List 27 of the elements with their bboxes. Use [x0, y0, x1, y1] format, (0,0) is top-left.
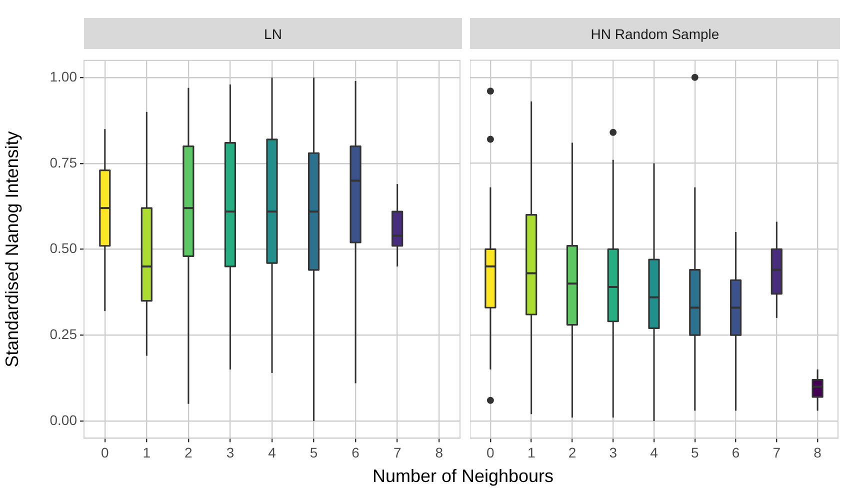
x-tick-label: 6 — [732, 444, 740, 460]
x-tick-label: 6 — [352, 444, 360, 460]
x-tick-label: 7 — [393, 444, 402, 460]
chart-title: HN Random Sample — [470, 18, 840, 49]
y-tick-label: 0.75 — [50, 154, 78, 170]
x-tick-label: 0 — [100, 444, 109, 460]
y-tick-label: 1.00 — [50, 68, 78, 84]
x-tick-label: 5 — [310, 444, 318, 460]
x-tick-label: 5 — [690, 444, 699, 460]
x-tick-label: 1 — [142, 444, 151, 460]
y-tick-label: 0.25 — [50, 326, 78, 342]
y-axis-title: Standardised Nanog Intensity — [2, 131, 22, 368]
x-tick-label: 2 — [568, 444, 576, 460]
chart-title: LN — [84, 18, 462, 49]
x-tick-label: 3 — [226, 444, 234, 460]
x-tick-label: 4 — [268, 444, 276, 460]
y-tick-label: 0.00 — [50, 412, 78, 428]
x-tick-label: 2 — [184, 444, 193, 460]
x-tick-label: 0 — [486, 444, 495, 460]
x-tick-label: 1 — [527, 444, 536, 460]
x-tick-label: 4 — [650, 444, 658, 460]
y-tick-label: 0.50 — [50, 240, 78, 256]
x-tick-label: 8 — [814, 444, 822, 460]
x-tick-label: 7 — [772, 444, 781, 460]
x-tick-label: 3 — [609, 444, 618, 460]
x-axis-title: Number of Neighbours — [371, 466, 555, 487]
x-tick-label: 8 — [435, 444, 444, 460]
